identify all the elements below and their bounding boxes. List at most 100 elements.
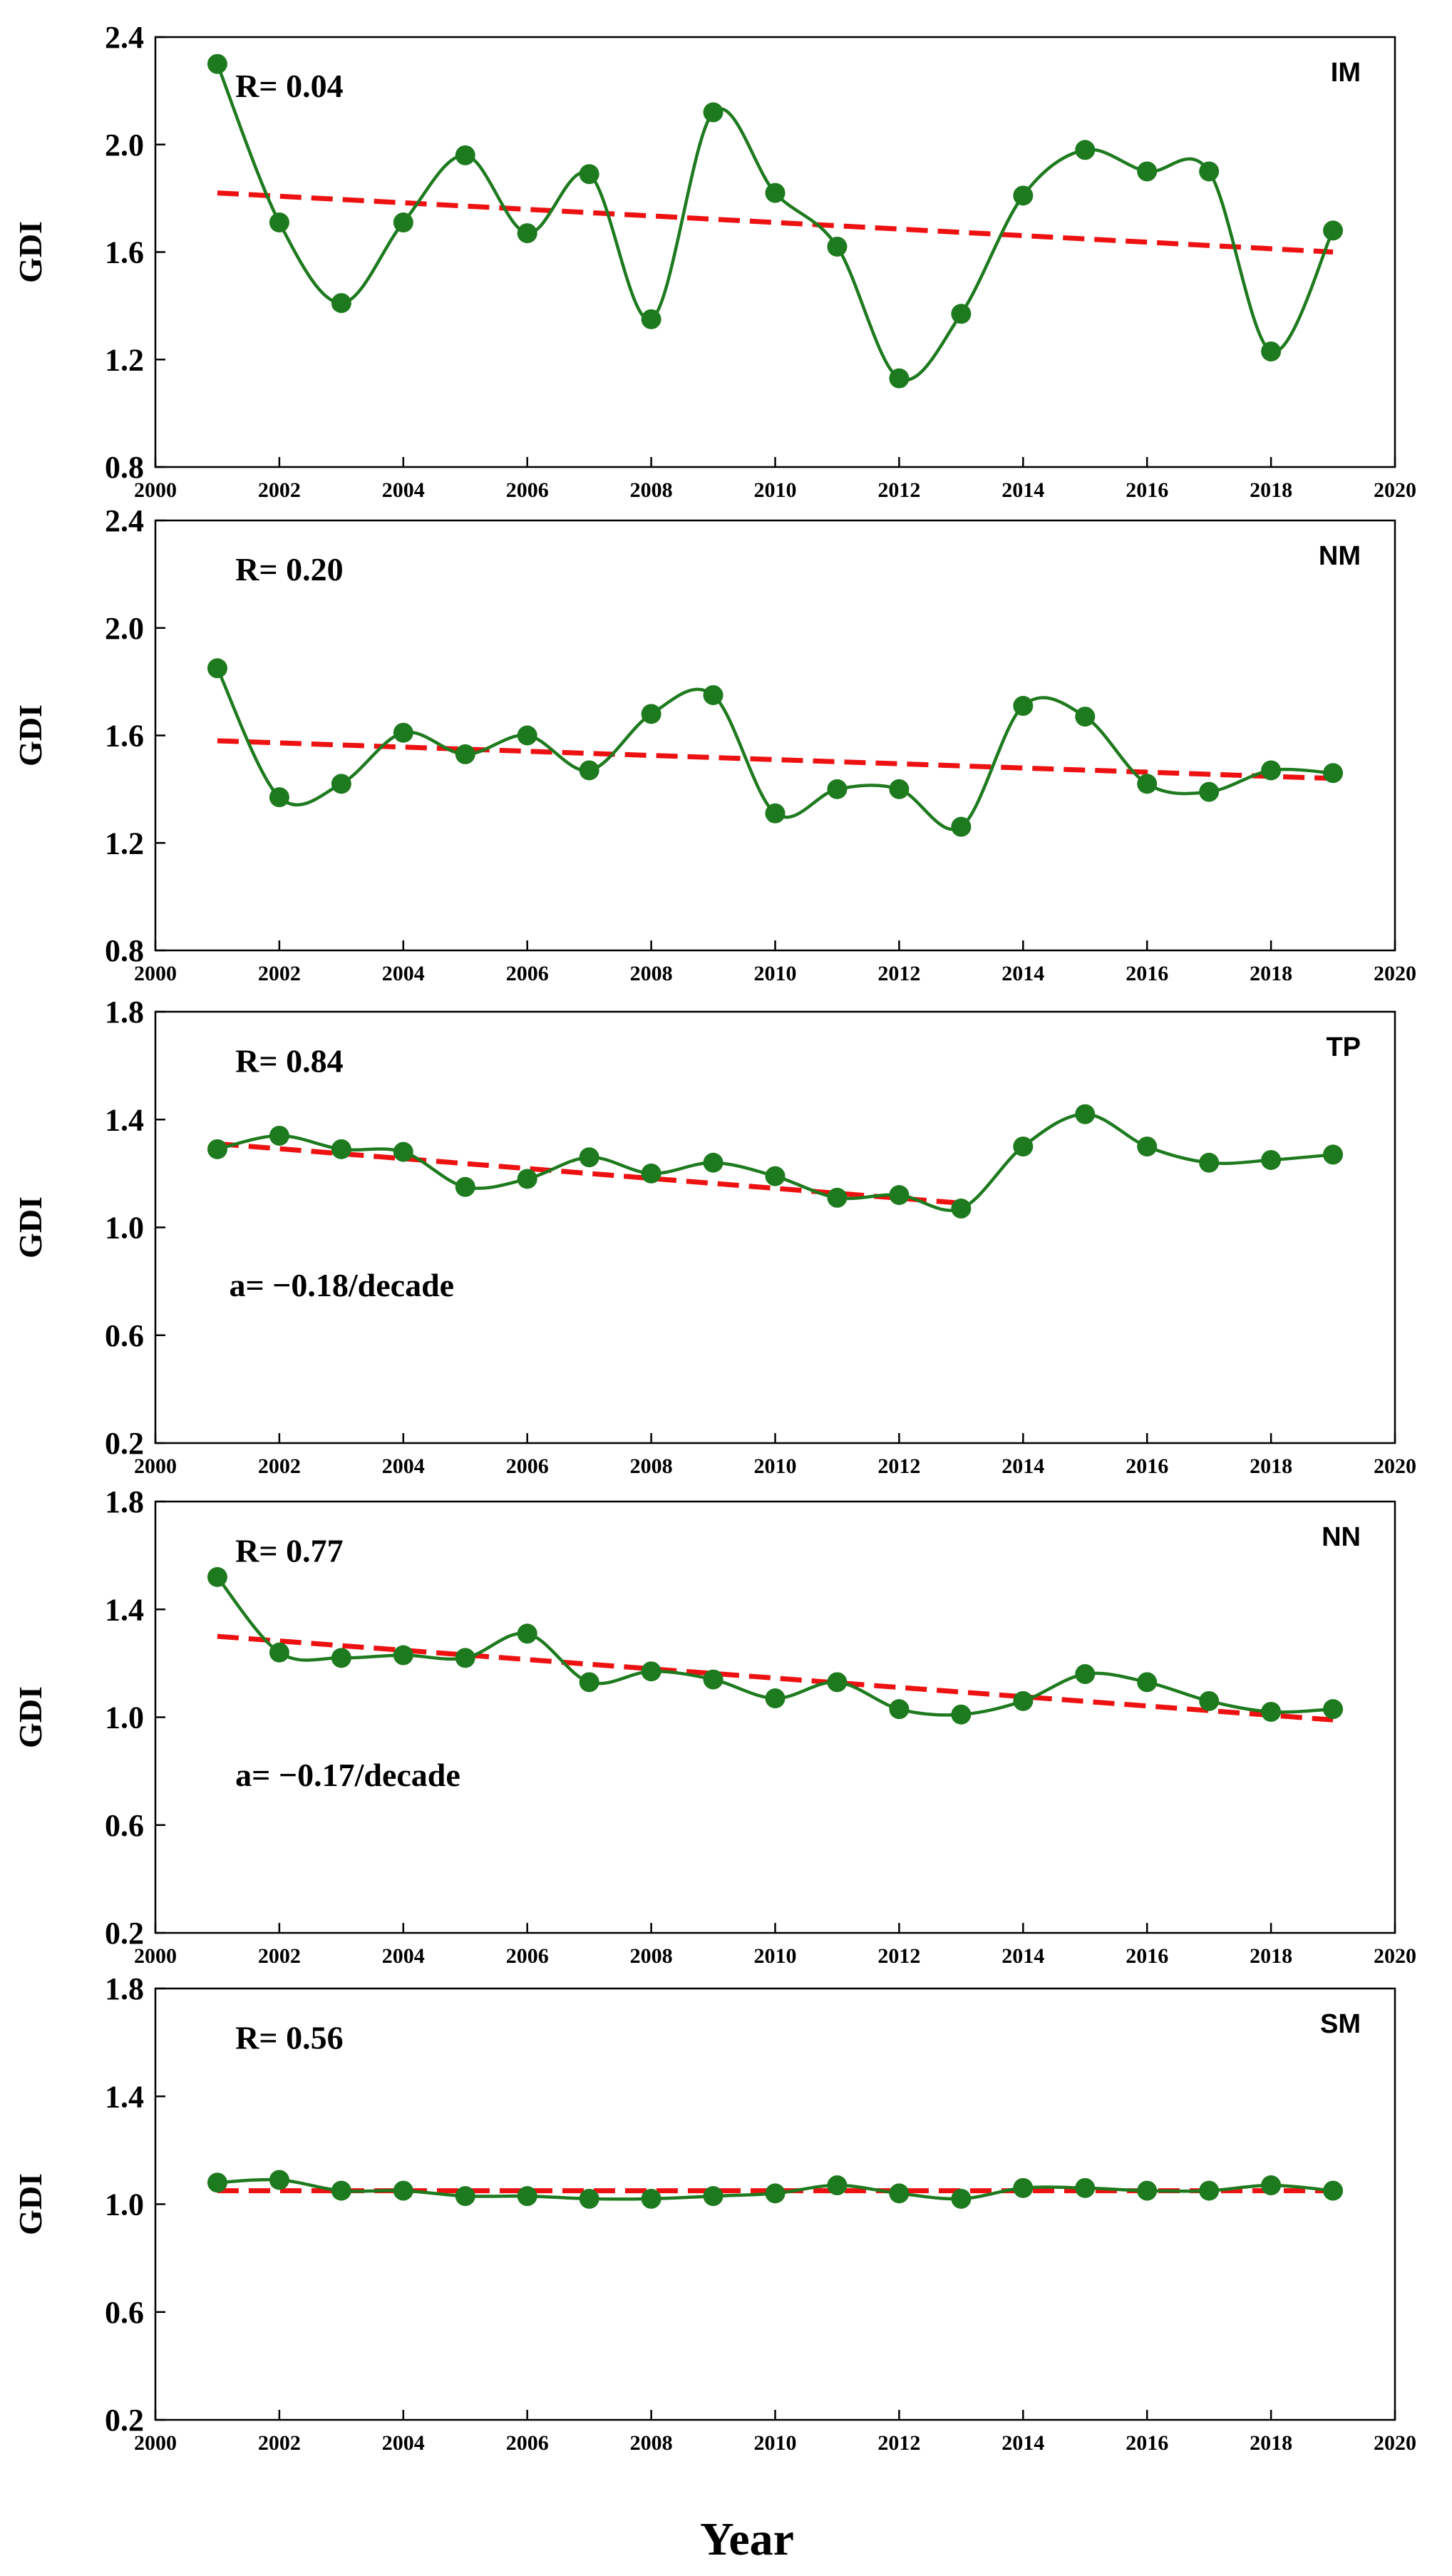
data-point-2004 bbox=[393, 212, 413, 233]
r-annotation: R= 0.84 bbox=[235, 1042, 343, 1079]
y-tick-label: 1.0 bbox=[105, 1700, 144, 1735]
data-point-2009 bbox=[703, 684, 724, 705]
x-tick-label: 2008 bbox=[630, 962, 673, 985]
data-point-2008 bbox=[641, 2188, 661, 2209]
y-tick-label: 0.2 bbox=[105, 2403, 144, 2438]
y-tick-label: 0.8 bbox=[105, 450, 144, 485]
x-tick-label: 2014 bbox=[1002, 478, 1044, 502]
data-point-2007 bbox=[579, 760, 599, 781]
data-point-2005 bbox=[455, 744, 475, 764]
data-point-2018 bbox=[1261, 1149, 1282, 1170]
data-point-2006 bbox=[517, 725, 537, 746]
data-point-2007 bbox=[579, 164, 599, 185]
x-tick-label: 2000 bbox=[134, 1454, 177, 1478]
y-tick-label: 1.4 bbox=[105, 1592, 144, 1627]
data-point-2005 bbox=[455, 145, 475, 165]
data-point-2008 bbox=[641, 704, 661, 724]
x-tick-label: 2002 bbox=[258, 478, 301, 502]
x-tick-label: 2020 bbox=[1374, 962, 1416, 985]
x-tick-label: 2012 bbox=[877, 2431, 920, 2455]
data-point-2017 bbox=[1199, 781, 1220, 802]
x-tick-label: 2010 bbox=[754, 1454, 797, 1478]
chart-panel-tp: 2000 2002 2004 2006 2008 2010 2012 2014 2016 2018… bbox=[12, 995, 1416, 1478]
x-tick-label: 2018 bbox=[1250, 1944, 1292, 1968]
x-tick-label: 2004 bbox=[382, 2431, 425, 2455]
data-point-2009 bbox=[703, 2186, 724, 2207]
x-tick-label: 2002 bbox=[258, 1944, 301, 1968]
x-tick-label: 2004 bbox=[382, 962, 425, 985]
x-tick-label: 2002 bbox=[258, 1454, 301, 1478]
y-tick-label: 0.6 bbox=[105, 1318, 144, 1353]
x-tick-label: 2000 bbox=[134, 962, 177, 985]
y-tick-label: 0.6 bbox=[105, 2295, 144, 2330]
data-point-2001 bbox=[207, 1566, 227, 1587]
data-point-2005 bbox=[455, 2186, 475, 2207]
data-point-2005 bbox=[455, 1648, 475, 1668]
data-point-2008 bbox=[641, 1163, 661, 1184]
data-point-2010 bbox=[765, 1688, 786, 1709]
panel-label: SM bbox=[1320, 2009, 1361, 2039]
data-point-2009 bbox=[703, 102, 724, 123]
y-tick-label: 0.8 bbox=[105, 933, 144, 968]
x-tick-label: 2000 bbox=[134, 2431, 177, 2455]
x-tick-label: 2018 bbox=[1250, 962, 1292, 985]
data-point-2018 bbox=[1261, 2175, 1282, 2196]
x-tick-label: 2000 bbox=[134, 1944, 177, 1968]
x-tick-label: 2012 bbox=[877, 962, 920, 985]
y-tick-label: 2.4 bbox=[105, 503, 144, 538]
y-axis-title: GDI bbox=[12, 2173, 48, 2235]
data-point-2001 bbox=[207, 658, 227, 679]
chart-panel-im: 2000 2002 2004 2006 2008 2010 2012 2014 2016 2018… bbox=[12, 20, 1416, 502]
data-point-2011 bbox=[827, 2175, 848, 2196]
y-axis-title: GDI bbox=[12, 1686, 48, 1748]
x-tick-label: 2006 bbox=[506, 478, 549, 502]
data-point-2003 bbox=[331, 2180, 351, 2201]
data-point-2007 bbox=[579, 1147, 599, 1168]
slope-annotation: a= −0.18/decade bbox=[229, 1267, 454, 1303]
y-tick-label: 0.2 bbox=[105, 1916, 144, 1951]
y-tick-label: 1.2 bbox=[105, 826, 144, 861]
y-axis-title: GDI bbox=[12, 221, 48, 283]
data-point-2010 bbox=[765, 1166, 786, 1186]
x-tick-label: 2012 bbox=[877, 1944, 920, 1968]
data-point-2015 bbox=[1075, 707, 1096, 727]
x-tick-label: 2006 bbox=[506, 962, 549, 985]
data-point-2010 bbox=[765, 2183, 786, 2204]
data-point-2014 bbox=[1013, 185, 1034, 206]
x-tick-label: 2004 bbox=[382, 478, 425, 502]
x-tick-label: 2004 bbox=[382, 1454, 425, 1478]
data-point-2019 bbox=[1323, 763, 1344, 784]
data-point-2001 bbox=[207, 2172, 227, 2193]
x-tick-label: 2010 bbox=[754, 478, 797, 502]
data-point-2004 bbox=[393, 1645, 413, 1666]
x-tick-label: 2018 bbox=[1250, 2431, 1292, 2455]
r-annotation: R= 0.56 bbox=[235, 2019, 343, 2056]
x-axis-title: Year bbox=[700, 2513, 794, 2565]
data-point-2019 bbox=[1323, 2180, 1344, 2201]
x-tick-label: 2002 bbox=[258, 962, 301, 985]
data-point-2011 bbox=[827, 779, 848, 799]
y-tick-label: 1.6 bbox=[105, 719, 144, 754]
x-tick-label: 2008 bbox=[630, 1454, 673, 1478]
x-tick-label: 2016 bbox=[1126, 2431, 1168, 2455]
x-tick-label: 2014 bbox=[1002, 962, 1044, 985]
data-point-2004 bbox=[393, 2180, 413, 2201]
data-point-2011 bbox=[827, 1187, 848, 1208]
data-point-2019 bbox=[1323, 220, 1344, 241]
data-point-2013 bbox=[951, 1704, 972, 1725]
data-point-2018 bbox=[1261, 341, 1282, 361]
x-tick-label: 2020 bbox=[1374, 478, 1416, 502]
data-point-2002 bbox=[269, 212, 289, 233]
data-point-2019 bbox=[1323, 1144, 1344, 1165]
data-point-2013 bbox=[951, 1199, 972, 1219]
data-point-2015 bbox=[1075, 1664, 1096, 1684]
x-tick-label: 2006 bbox=[506, 2431, 549, 2455]
x-tick-label: 2018 bbox=[1250, 1454, 1292, 1478]
data-point-2003 bbox=[331, 293, 351, 314]
x-tick-label: 2004 bbox=[382, 1944, 425, 1968]
x-tick-label: 2018 bbox=[1250, 478, 1292, 502]
data-point-2002 bbox=[269, 1125, 289, 1146]
slope-annotation: a= −0.17/decade bbox=[235, 1757, 460, 1793]
data-point-2009 bbox=[703, 1669, 724, 1690]
y-tick-label: 0.2 bbox=[105, 1426, 144, 1461]
